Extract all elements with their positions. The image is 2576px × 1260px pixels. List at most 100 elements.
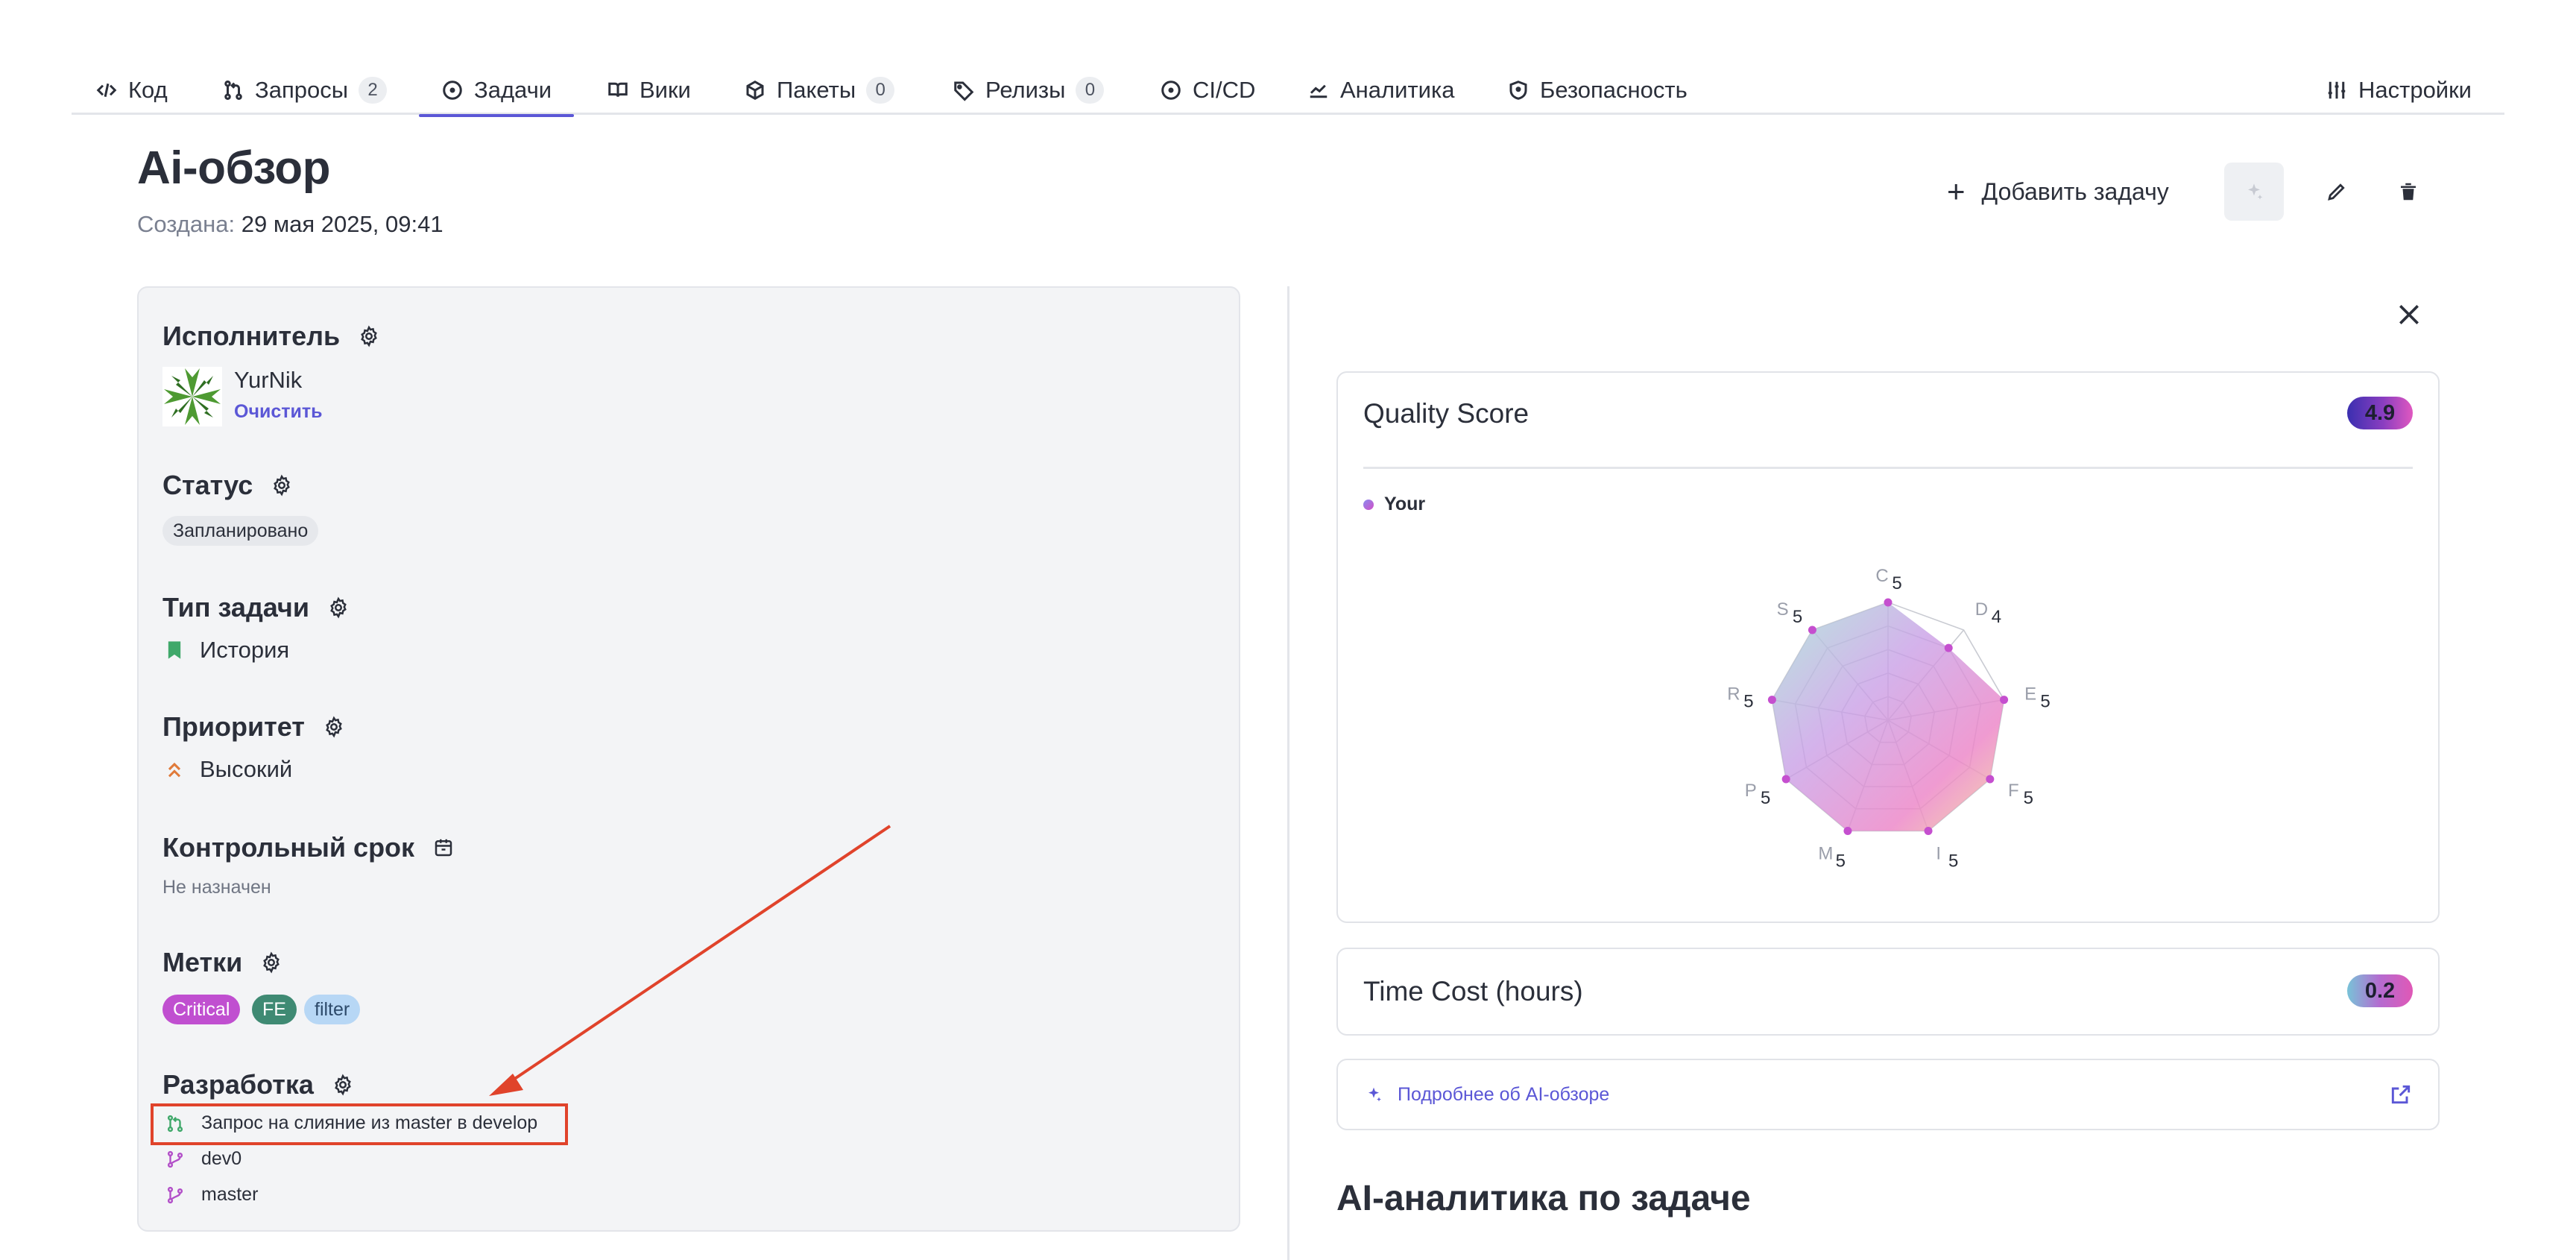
label-filter[interactable]: filter: [304, 995, 361, 1024]
gear-icon[interactable]: [323, 716, 345, 738]
count-badge: 0: [866, 77, 895, 104]
shield-icon: [1509, 81, 1527, 100]
gear-icon[interactable]: [327, 596, 350, 619]
gear-icon[interactable]: [271, 474, 293, 497]
type-section-title: Тип задачи: [162, 592, 350, 623]
plus-icon: +: [1947, 174, 1966, 209]
radar-value-label: 5: [1836, 851, 1846, 871]
radar-category-label: P: [1745, 781, 1757, 801]
tab-label: Вики: [640, 77, 691, 103]
divider: [1363, 467, 2413, 469]
gear-icon[interactable]: [260, 951, 282, 974]
tab-label: Релизы: [985, 77, 1066, 103]
label-critical[interactable]: Critical: [162, 995, 241, 1024]
section-title: Разработка: [162, 1069, 314, 1100]
development-section-title: Разработка: [162, 1069, 354, 1100]
dev-merge-request[interactable]: Запрос на слияние из master в develop: [165, 1112, 537, 1134]
quality-score-title: Quality Score: [1363, 398, 1530, 429]
section-title: Исполнитель: [162, 321, 341, 351]
count-badge: 0: [1076, 77, 1105, 104]
merge-request-icon: [167, 1115, 183, 1132]
tag-icon: [954, 81, 974, 101]
section-title: Контрольный срок: [162, 832, 415, 863]
tab-cicd[interactable]: CI/CD: [1160, 66, 1255, 115]
tab-analytics[interactable]: Аналитика: [1307, 66, 1454, 115]
radar-point: [1781, 775, 1790, 784]
close-icon[interactable]: [2394, 300, 2424, 330]
calendar-icon[interactable]: [432, 837, 455, 859]
more-info-link[interactable]: Подробнее об AI-обзоре: [1363, 1060, 1609, 1129]
delete-button[interactable]: [2388, 171, 2428, 212]
tab-label: Код: [128, 77, 168, 103]
tab-code[interactable]: Код: [95, 66, 168, 115]
created-value: 29 мая 2025, 09:41: [241, 211, 443, 237]
pipeline-icon: [1161, 81, 1181, 100]
radar-chart: C 5D 4E 5F 5I 5M 5P 5R 5S 5: [1727, 566, 2051, 871]
tab-releases[interactable]: Релизы 0: [953, 66, 1105, 115]
radar-category-label: F: [2008, 781, 2019, 801]
radar-point: [1767, 696, 1776, 705]
created-label: Создана:: [137, 211, 236, 237]
radar-point: [2000, 696, 2009, 705]
section-title: Метки: [162, 947, 243, 977]
priority-value: Высокий: [200, 756, 293, 782]
project-nav: Код Запросы 2 Задачи Вики Пакеты 0 Релиз…: [72, 66, 2504, 117]
merge-request-icon: [224, 80, 242, 100]
gear-icon[interactable]: [358, 325, 380, 347]
priority: Высокий: [165, 756, 292, 783]
assignee-name[interactable]: YurNik: [234, 367, 303, 393]
dev-branch-dev0[interactable]: dev0: [165, 1148, 242, 1170]
radar-value-label: 5: [1743, 692, 1753, 712]
label-fe[interactable]: FE: [252, 995, 297, 1024]
section-title: Статус: [162, 470, 253, 500]
labels-section-title: Метки: [162, 947, 282, 978]
external-link-icon[interactable]: [2389, 1083, 2413, 1106]
tab-packages[interactable]: Пакеты 0: [744, 66, 895, 115]
edit-button[interactable]: [2317, 171, 2357, 212]
tab-label: Настройки: [2358, 77, 2472, 103]
radar-value-label: 5: [2024, 788, 2033, 808]
radar-value-label: 4: [1992, 607, 2001, 627]
tab-merge-requests[interactable]: Запросы 2: [222, 66, 388, 115]
radar-value-label: 5: [2040, 692, 2050, 712]
radar-area: [1767, 598, 2009, 835]
radar-point: [1843, 826, 1852, 835]
tab-settings[interactable]: Настройки: [2326, 66, 2472, 115]
section-title: Приоритет: [162, 711, 305, 742]
assignee-section-title: Исполнитель: [162, 321, 380, 352]
clear-assignee-link[interactable]: Очистить: [234, 401, 323, 422]
issue-type: История: [165, 637, 289, 664]
avatar: [162, 367, 222, 426]
section-title: Тип задачи: [162, 592, 309, 623]
branch-icon: [167, 1186, 183, 1203]
more-info-card[interactable]: Подробнее об AI-обзоре: [1336, 1059, 2440, 1130]
tab-issues[interactable]: Задачи: [418, 66, 575, 117]
ai-review-button[interactable]: [2224, 163, 2284, 221]
dev-item-label: Запрос на слияние из master в develop: [201, 1112, 538, 1133]
chart-legend[interactable]: Your: [1363, 494, 1425, 515]
radar-value-label: 5: [1793, 607, 1802, 627]
dev-branch-master[interactable]: master: [165, 1184, 258, 1206]
radar-value-label: 5: [1948, 851, 1958, 871]
radar-category-label: S: [1777, 599, 1789, 620]
sliders-icon: [2328, 81, 2346, 99]
tab-wiki[interactable]: Вики: [607, 66, 691, 115]
radar-category-label: I: [1936, 843, 1941, 863]
deadline-value: Не назначен: [162, 877, 271, 898]
issue-type-value: История: [200, 637, 290, 663]
branch-icon: [167, 1150, 183, 1168]
tab-security[interactable]: Безопасность: [1507, 66, 1688, 115]
add-task-button[interactable]: + Добавить задачу: [1947, 173, 2169, 210]
count-badge: 2: [359, 77, 388, 104]
gear-icon[interactable]: [332, 1074, 354, 1096]
more-info-label: Подробнее об AI-обзоре: [1398, 1083, 1610, 1105]
panel-divider: [1287, 286, 1289, 1260]
legend-dot: [1363, 499, 1374, 510]
legend-label: Your: [1384, 494, 1426, 514]
tab-label: Безопасность: [1540, 77, 1688, 103]
tab-label: Задачи: [474, 77, 552, 103]
radar-category-label: R: [1727, 684, 1740, 705]
radar-point: [1924, 826, 1933, 835]
tab-label: Запросы: [255, 77, 349, 103]
